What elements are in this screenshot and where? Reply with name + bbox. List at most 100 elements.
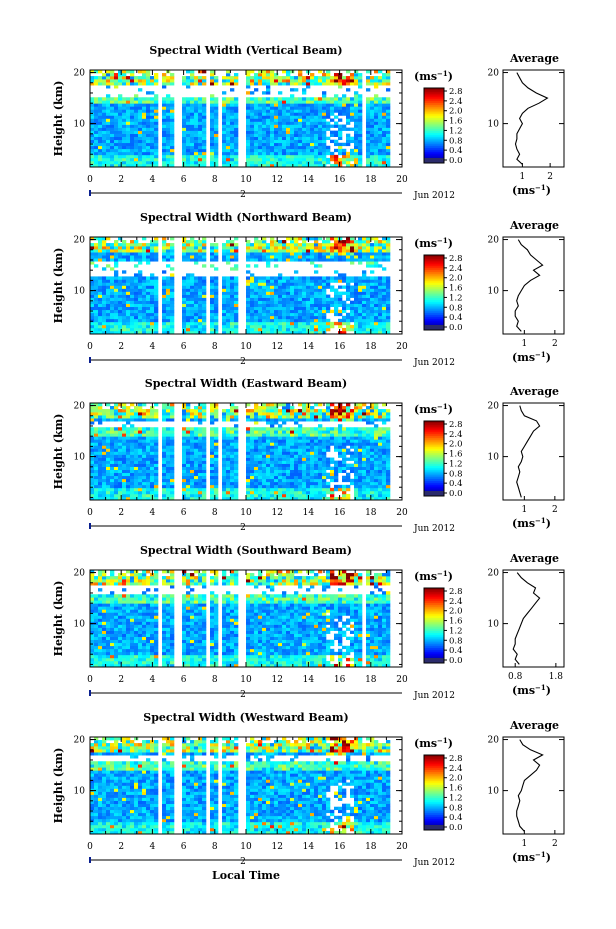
heatmap-cell (130, 145, 135, 150)
heatmap-cell (278, 115, 283, 119)
heatmap-cell (182, 291, 187, 295)
heatmap-cell (282, 279, 287, 283)
heatmap-cell (254, 415, 259, 419)
heatmap-cell (94, 484, 99, 489)
heatmap-cell (118, 124, 123, 128)
heatmap-cell (266, 112, 271, 116)
heatmap-cell (194, 133, 199, 137)
heatmap-cell (182, 403, 187, 407)
heatmap-cell (114, 246, 119, 250)
heatmap-cell (310, 297, 315, 301)
heatmap-cell (314, 112, 319, 116)
heatmap-cell (198, 451, 203, 455)
heatmap-cell (354, 115, 359, 119)
heatmap-cell (222, 258, 227, 262)
heatmap-cell (354, 76, 359, 80)
heatmap-cell (234, 115, 239, 119)
heatmap-cell (266, 103, 271, 107)
heatmap-cell (182, 79, 187, 83)
heatmap-cell (254, 454, 259, 458)
heatmap-cell (134, 240, 139, 244)
heatmap-cell (282, 121, 287, 125)
heatmap-cell (294, 237, 299, 241)
heatmap-cell (254, 145, 259, 150)
heatmap-cell (202, 237, 207, 241)
heatmap-cell (382, 282, 387, 286)
heatmap-cell (270, 157, 275, 162)
heatmap-cell (214, 76, 219, 80)
heatmap-cell (374, 136, 379, 141)
heatmap-cell (254, 121, 259, 125)
heatmap-cell (182, 237, 187, 241)
heatmap-cell (334, 255, 339, 259)
heatmap-cell (114, 460, 119, 464)
heatmap-cell (146, 124, 151, 128)
heatmap-cell (118, 121, 123, 125)
heatmap-cell (98, 487, 103, 492)
heatmap-cell (146, 451, 151, 455)
heatmap-cell (194, 484, 199, 489)
colorbar-segment (424, 311, 444, 314)
heatmap-cell (298, 100, 303, 104)
heatmap-cell (194, 330, 199, 335)
heatmap-cell (282, 321, 287, 326)
heatmap-cell (202, 103, 207, 107)
heatmap-cell (202, 258, 207, 262)
heatmap-cell (246, 246, 251, 250)
heatmap-cell (386, 70, 391, 74)
heatmap-cell (258, 315, 263, 320)
heatmap-cell (306, 294, 311, 298)
heatmap-cell (334, 106, 339, 110)
heatmap-cell (378, 258, 383, 262)
heatmap-cell (222, 312, 227, 317)
heatmap-cell (278, 303, 283, 308)
heatmap-cell (98, 240, 103, 244)
heatmap-cell (118, 282, 123, 286)
heatmap-cell (314, 106, 319, 110)
heatmap-cell (90, 427, 95, 431)
heatmap-cell (114, 82, 119, 86)
heatmap-cell (246, 484, 251, 489)
heatmap-cell (106, 409, 111, 413)
heatmap-cell (226, 276, 231, 280)
heatmap-cell (266, 246, 271, 250)
heatmap-cell (162, 487, 167, 492)
profile-x-axis-label: (ms−1) (512, 350, 551, 365)
heatmap-cell (154, 151, 159, 156)
heatmap-cell (250, 154, 255, 159)
heatmap-cell (350, 148, 355, 153)
heatmap-cell (274, 157, 279, 162)
colorbar-frame (423, 254, 445, 331)
heatmap-cell (146, 258, 151, 262)
heatmap-cell (250, 285, 255, 289)
heatmap-cell (166, 282, 171, 286)
heatmap-cell (198, 285, 203, 289)
heatmap-cell (102, 418, 107, 422)
heatmap-cell (162, 406, 167, 410)
heatmap-cell (230, 136, 235, 141)
heatmap-cell (122, 160, 127, 165)
heatmap-cell (342, 94, 347, 98)
heatmap-cell (150, 276, 155, 280)
heatmap-cell (102, 288, 107, 292)
heatmap-cell (198, 252, 203, 256)
heatmap-cell (142, 100, 147, 104)
heatmap-cell (94, 457, 99, 461)
heatmap-cell (106, 127, 111, 131)
heatmap-cell (150, 463, 155, 467)
heatmap-cell (142, 124, 147, 128)
heatmap-cell (270, 276, 275, 280)
heatmap-cell (366, 163, 371, 168)
heatmap-cell (102, 148, 107, 153)
heatmap-cell (190, 288, 195, 292)
heatmap-cell (250, 315, 255, 320)
heatmap-cell (98, 115, 103, 119)
heatmap-cell (350, 127, 355, 131)
heatmap-cell (250, 490, 255, 495)
heatmap-cell (382, 300, 387, 304)
heatmap-cell (106, 294, 111, 298)
heatmap-cell (230, 475, 235, 480)
heatmap-cell (98, 327, 103, 332)
heatmap-cell (154, 418, 159, 422)
heatmap-cell (166, 412, 171, 416)
